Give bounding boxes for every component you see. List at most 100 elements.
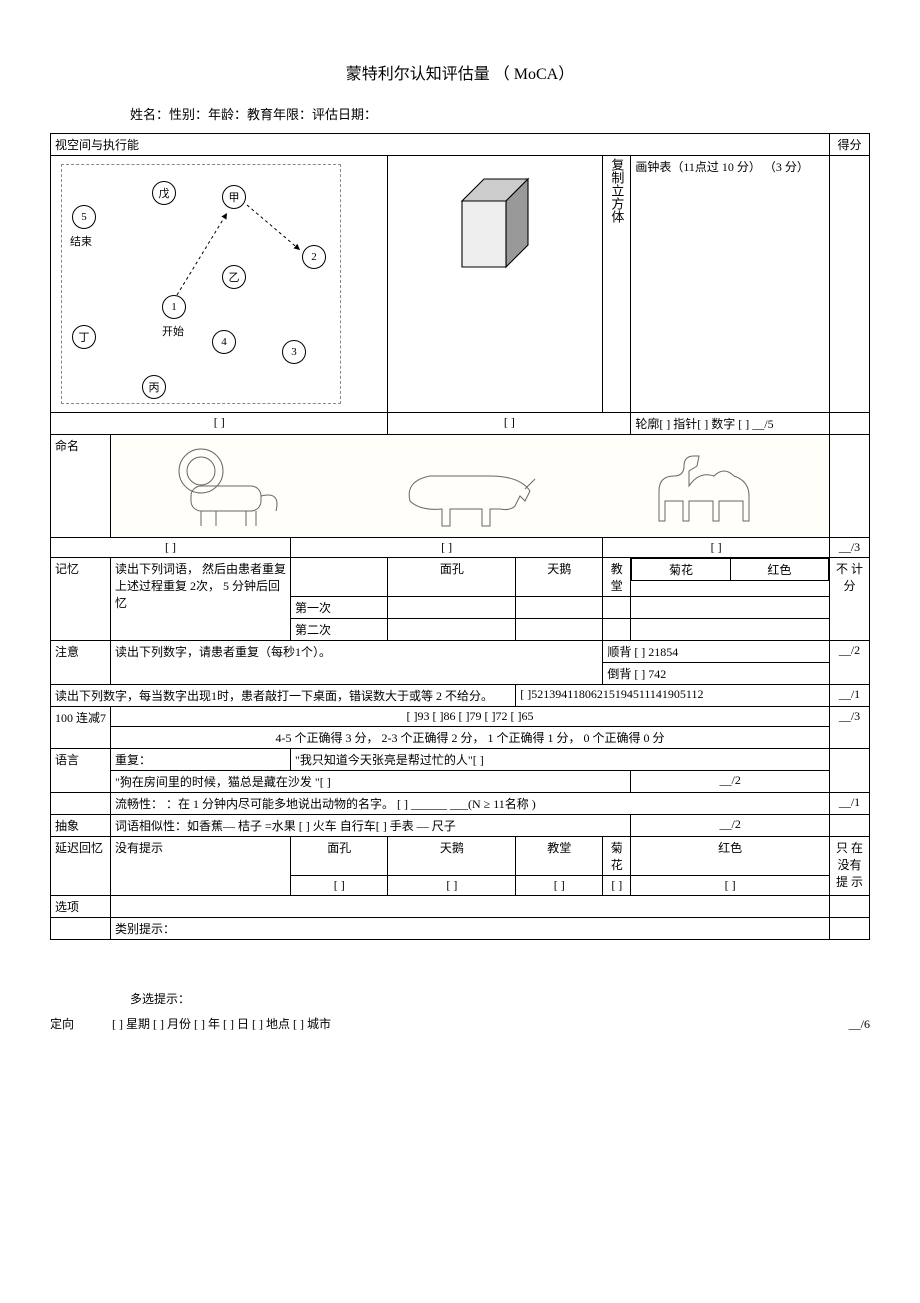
- mem-w3: 教堂: [603, 558, 631, 597]
- trail-node-5: 5: [72, 205, 96, 229]
- vse-score5: [830, 413, 870, 435]
- section-memory: 记忆: [51, 558, 111, 641]
- serial7-score: __/3: [830, 707, 870, 749]
- rhino-icon: [390, 441, 550, 531]
- section-attention: 注意: [51, 641, 111, 685]
- cat-cue-score: [830, 918, 870, 940]
- section-options: 选项: [51, 896, 111, 918]
- mem-w1: 面孔: [388, 558, 516, 597]
- cat-cue-blank: [51, 918, 111, 940]
- mem-r1-2: [516, 597, 603, 619]
- clock-cell: 画钟表（11点过 10 分） （3 分）: [631, 156, 830, 413]
- vse-blank1: [ ]: [51, 413, 388, 435]
- mem-r2-45: [631, 619, 830, 641]
- mem-w4: 菊花: [632, 559, 730, 581]
- cube-icon: [440, 168, 550, 278]
- att-fwd: 顺背 [ ] 21854: [603, 641, 830, 663]
- section-language: 语言: [51, 749, 111, 793]
- trail-node-4: 4: [212, 330, 236, 354]
- abs-instr: 词语相似性：如香蕉— 桔子 =水果 [ ] 火车 自行车[ ] 手表 — 尺子: [111, 815, 631, 837]
- lang-s1: "我只知道今天张亮是帮过忙的人"[ ]: [291, 749, 830, 771]
- vse-score-cell: [830, 156, 870, 413]
- trail-node-d: 丁: [72, 325, 96, 349]
- trail-diagram: 1 开始 甲 2 乙 3 丙 4 丁 5 结束 戊: [61, 164, 341, 404]
- abs-score-cell: [830, 815, 870, 837]
- mem-h-blank: [291, 558, 388, 597]
- orient-score: __/6: [849, 1017, 870, 1032]
- delayed-note: 只 在 没有 提 示: [830, 837, 870, 896]
- del-b2: [ ]: [388, 876, 516, 896]
- fluency: 流畅性： ：在 1 分钟内尽可能多地说出动物的名字。 [ ] ______ __…: [111, 793, 830, 815]
- trail-end-label: 结束: [70, 233, 92, 249]
- trail-node-e: 戊: [152, 181, 176, 205]
- mem-r1-3: [603, 597, 631, 619]
- mem-r1-1: [388, 597, 516, 619]
- mem-row1: 第一次: [291, 597, 388, 619]
- abs-score: __/2: [631, 815, 830, 837]
- del-w2: 天鹅: [388, 837, 516, 876]
- att-bwd: 倒背 [ ] 742: [603, 663, 830, 685]
- trail-node-1: 1: [162, 295, 186, 319]
- naming-b1: [ ]: [51, 538, 291, 558]
- orient-items: [ ] 星期 [ ] 月份 [ ] 年 [ ] 日 [ ] 地点 [ ] 城市: [112, 1015, 841, 1032]
- section-abstraction: 抽象: [51, 815, 111, 837]
- lang-score-blank: [830, 749, 870, 793]
- cube-copy-text: 复制立方体: [607, 158, 626, 223]
- vse-score-line: 轮廓[ ] 指针[ ] 数字 [ ] __/5: [631, 413, 830, 435]
- section-delayed: 延迟回忆: [51, 837, 111, 896]
- naming-b3: [ ]: [603, 538, 830, 558]
- att-tap: 读出下列数字，每当数字出现1时，患者敲打一下桌面，错误数大于或等 2 不给分。: [51, 685, 516, 707]
- mem-r2-2: [516, 619, 603, 641]
- mem-w5: 红色: [730, 559, 828, 581]
- lang-rep-label: 重复：: [111, 749, 291, 771]
- att-tap-seq: [ ]52139411806215194511141905112: [516, 685, 830, 707]
- cat-cue: 类别提示：: [111, 918, 830, 940]
- att-tap-score: __/1: [830, 685, 870, 707]
- trail-node-3: 3: [282, 340, 306, 364]
- trail-node-c: 丙: [142, 375, 166, 399]
- trail-node-2: 2: [302, 245, 326, 269]
- delayed-row-label: 没有提示: [111, 837, 291, 896]
- del-w3: 教堂: [516, 837, 603, 876]
- mem-noscore: 不 计分: [830, 558, 870, 641]
- del-w4: 菊花: [603, 837, 631, 876]
- del-b4: [ ]: [603, 876, 631, 896]
- lang-rep-score: __/2: [631, 771, 830, 793]
- serial7-label: 100 连减7: [51, 707, 111, 749]
- multi-cue: 多选提示：: [130, 990, 870, 1007]
- cube-cell: [388, 156, 603, 413]
- mem-r1-45: [631, 597, 830, 619]
- options-blank: [111, 896, 830, 918]
- trail-node-b: 乙: [222, 265, 246, 289]
- mem-r2-1: [388, 619, 516, 641]
- cube-label: 复制立方体: [603, 156, 631, 413]
- naming-score-cell: [830, 435, 870, 538]
- trail-cell: 1 开始 甲 2 乙 3 丙 4 丁 5 结束 戊: [51, 156, 388, 413]
- del-w5: 红色: [631, 837, 830, 876]
- att-score1: __/2: [830, 641, 870, 685]
- del-b5: [ ]: [631, 876, 830, 896]
- mem-row2: 第二次: [291, 619, 388, 641]
- page-title: 蒙特利尔认知评估量 （ MoCA）: [50, 60, 870, 84]
- del-b1: [ ]: [291, 876, 388, 896]
- memory-instr: 读出下列词语， 然后由患者重复上述过程重复 2次， 5 分钟后回忆: [111, 558, 291, 641]
- del-w1: 面孔: [291, 837, 388, 876]
- mem-w2: 天鹅: [516, 558, 603, 597]
- trail-node-a: 甲: [222, 185, 246, 209]
- lion-icon: [151, 441, 311, 531]
- trail-start-label: 开始: [162, 323, 184, 339]
- mem-r2-3: [603, 619, 631, 641]
- trail-arrows: [62, 165, 340, 403]
- section-orientation: 定向: [50, 1015, 74, 1032]
- vse-blank2: [ ]: [388, 413, 631, 435]
- section-naming: 命名: [51, 435, 111, 538]
- naming-score: __/3: [830, 538, 870, 558]
- section-vse-header: 视空间与执行能: [51, 134, 830, 156]
- footer: 多选提示： 定向 [ ] 星期 [ ] 月份 [ ] 年 [ ] 日 [ ] 地…: [50, 990, 870, 1032]
- options-score: [830, 896, 870, 918]
- score-header: 得分: [830, 134, 870, 156]
- patient-info-line: 姓名：性别：年龄：教育年限：评估日期：: [130, 104, 870, 123]
- serial7-items: [ ]93 [ ]86 [ ]79 [ ]72 [ ]65: [111, 707, 830, 727]
- lang-s2: "狗在房间里的时候，猫总是藏在沙发 "[ ]: [111, 771, 631, 793]
- del-b3: [ ]: [516, 876, 603, 896]
